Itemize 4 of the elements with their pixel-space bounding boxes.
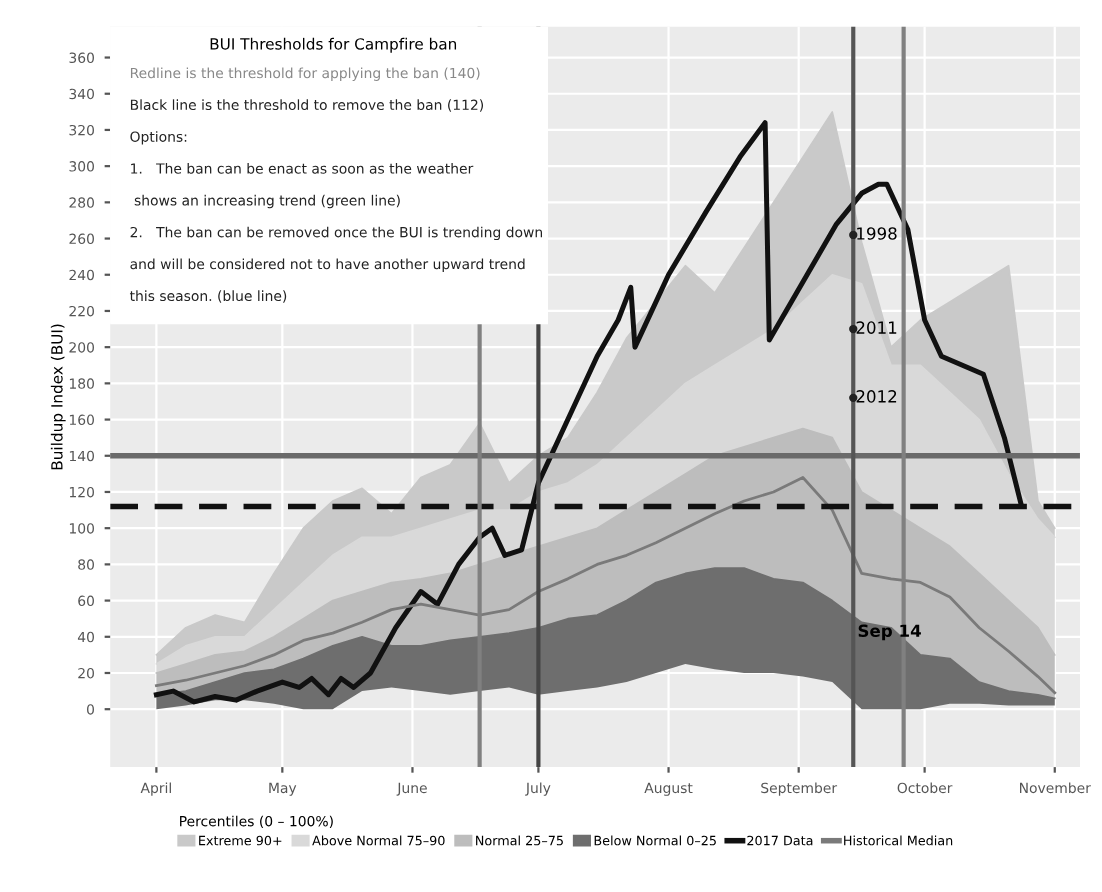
annotation: 2011 bbox=[856, 321, 897, 334]
annotation: 1998 bbox=[857, 227, 897, 240]
ref-line-label: Sep 14 bbox=[858, 624, 921, 641]
annotation: 2012 bbox=[856, 390, 897, 403]
